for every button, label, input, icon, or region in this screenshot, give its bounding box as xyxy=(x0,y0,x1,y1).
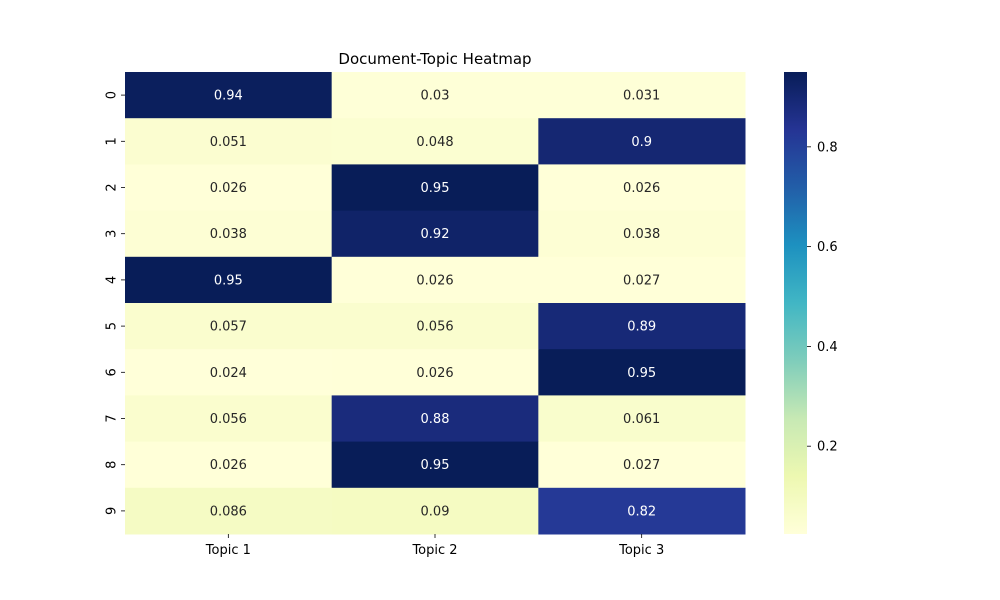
y-tick-label: 2 xyxy=(105,183,120,191)
y-tick-label: 3 xyxy=(105,230,120,238)
colorbar: 0.2 0.4 0.6 0.8 xyxy=(784,72,838,534)
y-tick-label: 4 xyxy=(105,276,120,284)
y-tick-label: 1 xyxy=(105,137,120,145)
heatmap-cell xyxy=(538,395,746,443)
cell-value-label: 0.027 xyxy=(623,273,660,288)
heatmap-cell xyxy=(538,72,746,119)
heatmap-cell xyxy=(125,303,333,350)
heatmap-cell xyxy=(538,303,746,350)
y-tick-label: 8 xyxy=(105,461,120,469)
heatmap-cell xyxy=(538,441,746,489)
y-tick-label: 6 xyxy=(105,368,120,376)
cell-value-label: 0.027 xyxy=(623,458,660,473)
x-tick-label: Topic 3 xyxy=(618,543,664,558)
cell-value-label: 0.95 xyxy=(627,366,656,381)
heatmap-cell xyxy=(331,210,539,258)
cell-value-label: 0.95 xyxy=(421,458,450,473)
heatmap-cell xyxy=(125,210,333,258)
heatmap-cell xyxy=(538,487,746,535)
x-tick-label: Topic 1 xyxy=(205,543,251,558)
heatmap-cell xyxy=(538,118,746,165)
cell-value-label: 0.061 xyxy=(623,412,660,427)
cell-value-label: 0.026 xyxy=(623,181,660,196)
heatmap-cell xyxy=(331,256,539,304)
heatmap-cell xyxy=(538,256,746,304)
heatmap-cell xyxy=(331,72,539,119)
cell-value-label: 0.88 xyxy=(421,412,450,427)
heatmap-cell xyxy=(538,210,746,258)
y-tick-label: 9 xyxy=(105,507,120,515)
heatmap-cell xyxy=(125,395,333,443)
y-axis: 0 1 2 3 4 5 6 7 8 9 xyxy=(105,91,125,515)
cell-value-label: 0.03 xyxy=(421,89,450,104)
heatmap-cell xyxy=(331,349,539,396)
heatmap-cell xyxy=(331,164,539,212)
y-tick-label: 5 xyxy=(105,322,120,330)
colorbar-tick-label: 0.8 xyxy=(817,140,838,155)
y-tick-label: 7 xyxy=(105,414,120,422)
cell-value-label: 0.086 xyxy=(210,504,247,519)
cell-value-label: 0.92 xyxy=(421,227,450,242)
heatmap-cell xyxy=(125,349,333,396)
cell-value-label: 0.048 xyxy=(416,135,453,150)
heatmap-cells: 0.94 0.03 0.031 0.051 0.048 0.9 0.026 0.95 0.026… xyxy=(125,72,746,535)
colorbar-gradient xyxy=(784,72,807,534)
colorbar-tick-label: 0.6 xyxy=(817,240,838,255)
cell-value-label: 0.026 xyxy=(416,273,453,288)
cell-value-label: 0.026 xyxy=(210,458,247,473)
cell-value-label: 0.051 xyxy=(210,135,247,150)
heatmap-cell xyxy=(331,487,539,535)
heatmap-cell xyxy=(125,487,333,535)
cell-value-label: 0.038 xyxy=(623,227,660,242)
cell-value-label: 0.95 xyxy=(214,273,243,288)
heatmap-cell xyxy=(538,349,746,396)
colorbar-tick-label: 0.2 xyxy=(817,440,838,455)
cell-value-label: 0.057 xyxy=(210,320,247,335)
cell-value-label: 0.031 xyxy=(623,89,660,104)
x-axis: Topic 1 Topic 2 Topic 3 xyxy=(205,534,664,558)
cell-value-label: 0.82 xyxy=(627,504,656,519)
colorbar-tick-label: 0.4 xyxy=(817,340,838,355)
heatmap-cell xyxy=(331,441,539,489)
heatmap-cell xyxy=(125,72,333,119)
cell-value-label: 0.89 xyxy=(627,320,656,335)
x-tick-label: Topic 2 xyxy=(411,543,457,558)
y-tick-label: 0 xyxy=(105,91,120,99)
cell-value-label: 0.026 xyxy=(416,366,453,381)
cell-value-label: 0.038 xyxy=(210,227,247,242)
heatmap-cell xyxy=(331,395,539,443)
heatmap-cell xyxy=(125,164,333,212)
heatmap-cell xyxy=(125,118,333,165)
cell-value-label: 0.94 xyxy=(214,89,243,104)
chart-title: Document-Topic Heatmap xyxy=(338,50,531,68)
heatmap-cell xyxy=(125,256,333,304)
cell-value-label: 0.024 xyxy=(210,366,247,381)
heatmap-cell xyxy=(538,164,746,212)
heatmap-cell xyxy=(125,441,333,489)
cell-value-label: 0.95 xyxy=(421,181,450,196)
cell-value-label: 0.056 xyxy=(210,412,247,427)
cell-value-label: 0.09 xyxy=(421,504,450,519)
heatmap-cell xyxy=(331,303,539,350)
cell-value-label: 0.056 xyxy=(416,320,453,335)
cell-value-label: 0.9 xyxy=(631,135,652,150)
cell-value-label: 0.026 xyxy=(210,181,247,196)
heatmap-cell xyxy=(331,118,539,165)
